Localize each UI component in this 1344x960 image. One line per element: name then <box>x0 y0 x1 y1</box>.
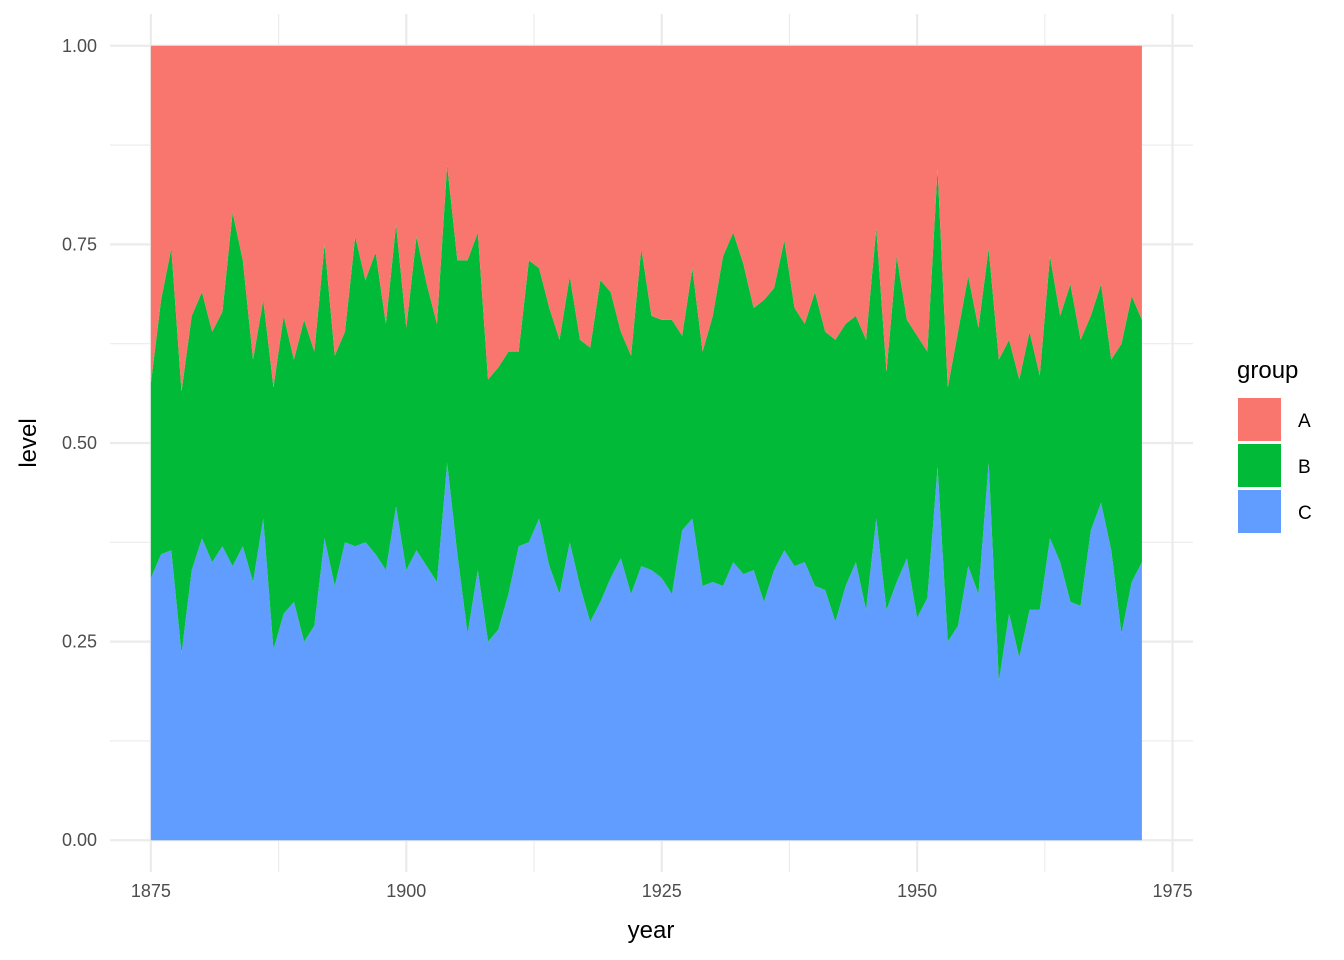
legend-key-a <box>1238 398 1281 441</box>
legend-label-c: C <box>1298 503 1312 524</box>
y-axis-ticks: 0.00 0.25 0.50 0.75 1.00 <box>62 36 97 850</box>
y-tick-label: 0.25 <box>62 632 97 652</box>
x-tick-label: 1950 <box>897 881 937 901</box>
y-tick-label: 0.50 <box>62 433 97 453</box>
x-tick-label: 1900 <box>386 881 426 901</box>
area-series-c <box>150 462 1142 841</box>
legend-key-b <box>1238 444 1281 487</box>
legend-label-a: A <box>1298 411 1311 432</box>
y-tick-label: 0.75 <box>62 234 97 254</box>
legend-label-b: B <box>1298 457 1311 478</box>
area-layers <box>150 45 1142 841</box>
legend-key-c <box>1238 490 1281 533</box>
x-tick-label: 1925 <box>642 881 682 901</box>
x-axis-title: year <box>628 917 675 944</box>
area-series-b <box>150 164 1142 682</box>
legend-items: A B C <box>1238 398 1312 533</box>
y-axis-title: level <box>15 418 42 467</box>
y-tick-label: 0.00 <box>62 830 97 850</box>
x-tick-label: 1875 <box>131 881 171 901</box>
area-series-a <box>150 45 1142 392</box>
y-tick-label: 1.00 <box>62 36 97 56</box>
x-axis-ticks: 1875 1900 1925 1950 1975 <box>131 881 1193 901</box>
x-tick-label: 1975 <box>1153 881 1193 901</box>
legend: group A B C <box>1237 357 1312 533</box>
legend-title: group <box>1237 357 1298 384</box>
